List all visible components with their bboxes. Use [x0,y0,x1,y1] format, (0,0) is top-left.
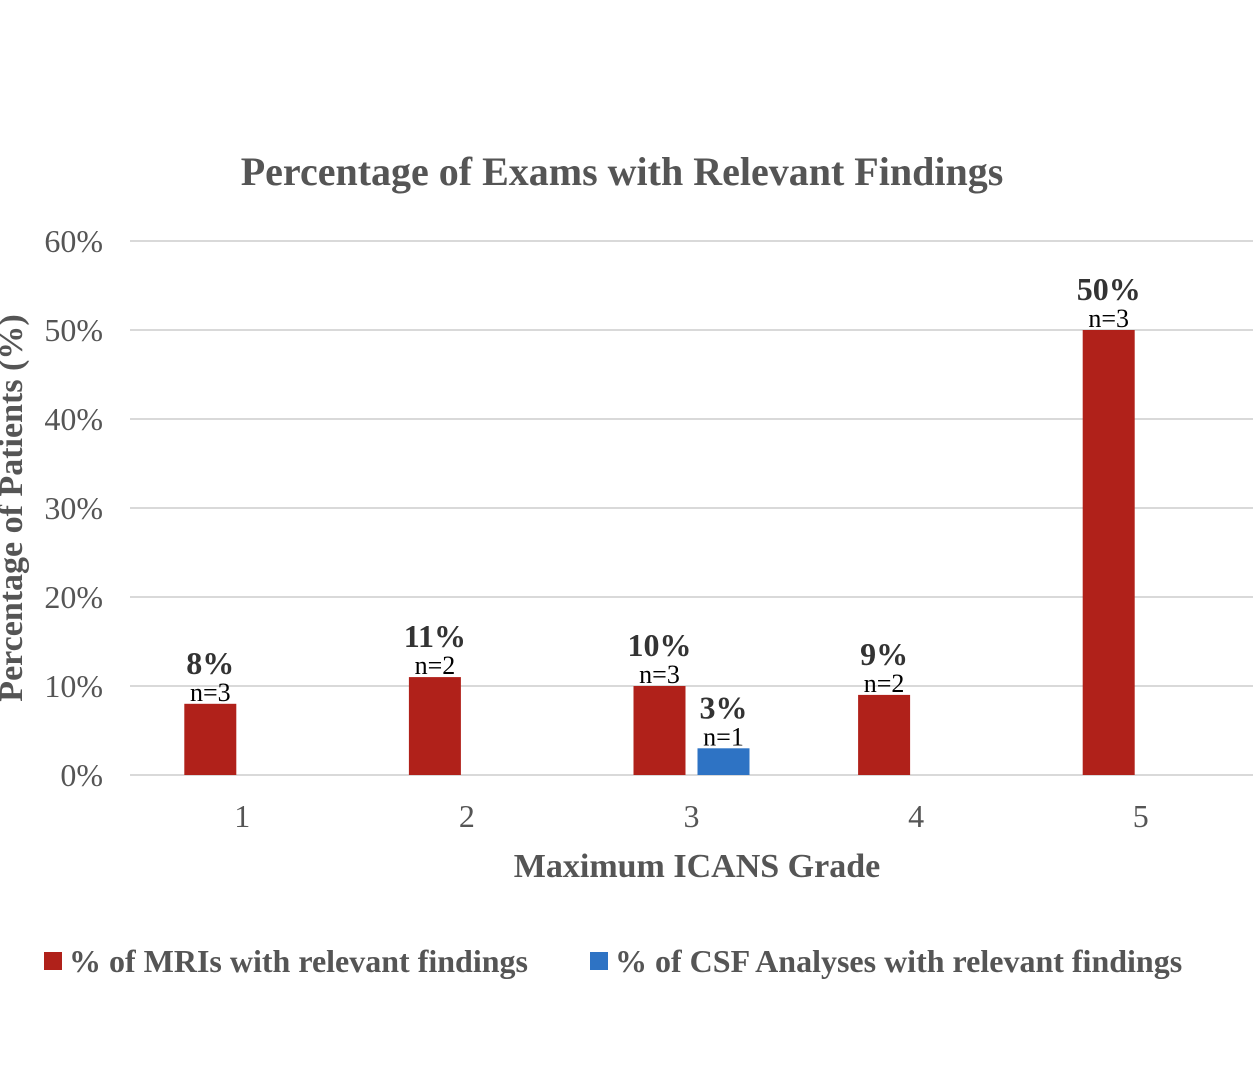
x-axis-ticks: 1 2 3 4 5 [234,798,1148,834]
bar [697,748,750,775]
y-tick-label: 30% [44,490,103,526]
legend: % of MRIs with relevant findings % of CSF… [44,943,1182,979]
gridlines [130,240,1253,776]
value-label: 9% [860,636,908,672]
bar [858,694,911,775]
bars [184,330,1135,775]
data-labels: n=38% n=211%n=310%n=13%n=29%n=350% [186,271,1140,751]
y-axis-ticks: 0% 10% 20% 30% 40% 50% 60% [44,223,103,793]
y-tick-label: 0% [60,757,103,793]
value-label: 10% [628,627,692,663]
n-label: n=2 [864,669,905,698]
value-label: 11% [404,618,466,654]
bar [408,677,461,775]
y-tick-label: 20% [44,579,103,615]
value-label: 8% [186,645,234,681]
x-tick-label: 2 [459,798,475,834]
bar [184,703,237,775]
y-axis-title: Percentage of Patients (%) [0,314,30,701]
n-label: n=3 [639,660,680,689]
value-label: 50% [1077,271,1141,307]
chart-title: Percentage of Exams with Relevant Findin… [241,149,1004,194]
x-axis-title: Maximum ICANS Grade [514,848,880,885]
n-label: n=1 [703,722,744,751]
legend-label: % of CSF Analyses with relevant findings [615,943,1182,979]
legend-swatch [44,952,62,970]
n-label: n=3 [1088,304,1129,333]
value-label: 3% [700,689,748,725]
y-tick-label: 50% [44,312,103,348]
x-tick-label: 3 [684,798,700,834]
x-tick-label: 5 [1133,798,1149,834]
n-label: n=3 [190,678,231,707]
y-tick-label: 60% [44,223,103,259]
x-tick-label: 1 [234,798,250,834]
bar [1082,330,1135,775]
y-tick-label: 10% [44,668,103,704]
legend-swatch [590,952,608,970]
n-label: n=2 [415,651,456,680]
bar [633,686,686,775]
legend-label: % of MRIs with relevant findings [69,943,528,979]
y-tick-label: 40% [44,401,103,437]
x-tick-label: 4 [908,798,924,834]
